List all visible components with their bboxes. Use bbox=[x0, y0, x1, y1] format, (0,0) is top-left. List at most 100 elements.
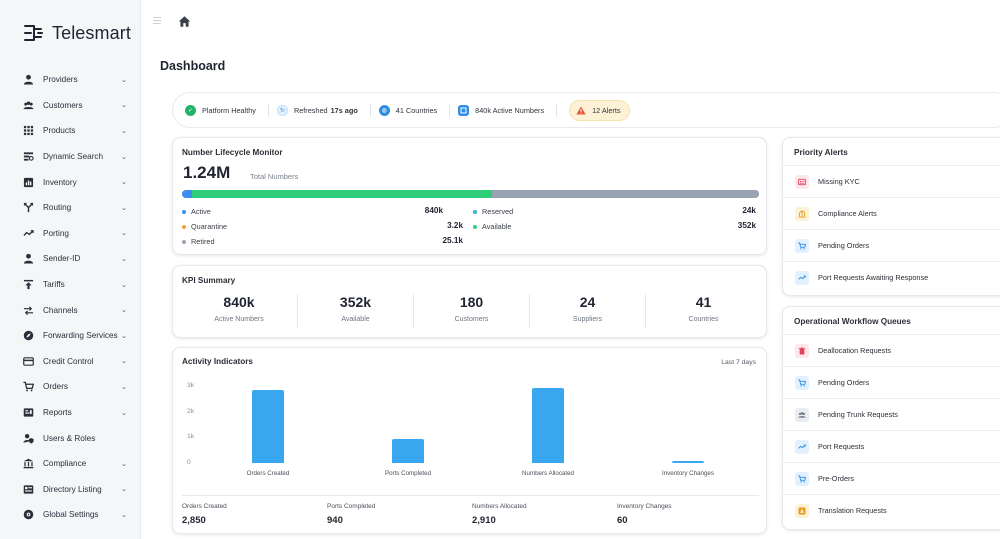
footer-stat-label: Ports Completed bbox=[327, 503, 376, 510]
priority-alerts-title: Priority Alerts bbox=[794, 148, 848, 157]
chevron-down-icon[interactable]: ⌄ bbox=[121, 511, 127, 519]
list-item-pre-orders[interactable]: Pre-Orders bbox=[783, 462, 1000, 494]
lifecycle-segment-retired bbox=[491, 190, 759, 198]
chevron-down-icon[interactable]: ⌄ bbox=[121, 230, 127, 238]
sidebar-item-global-settings[interactable]: Global Settings ⌄ bbox=[0, 502, 140, 528]
kpi-suppliers[interactable]: 24 Suppliers bbox=[529, 294, 645, 328]
telesmart-logo-icon bbox=[24, 25, 43, 41]
sidebar-item-customers[interactable]: Customers ⌄ bbox=[0, 93, 140, 119]
list-item-missing-kyc[interactable]: Missing KYC bbox=[783, 165, 1000, 197]
bar-numbers-allocated[interactable] bbox=[532, 388, 564, 463]
list-item-pending-orders[interactable]: Pending Orders bbox=[783, 229, 1000, 261]
kpi-countries[interactable]: 41 Countries bbox=[645, 294, 761, 328]
list-item-port-requests[interactable]: Port Requests bbox=[783, 430, 1000, 462]
chevron-down-icon[interactable]: ⌄ bbox=[121, 102, 127, 110]
routing-icon bbox=[22, 202, 34, 214]
compass-icon bbox=[22, 330, 34, 342]
list-item-compliance-alerts[interactable]: Compliance Alerts bbox=[783, 197, 1000, 229]
chevron-down-icon[interactable]: ⌄ bbox=[121, 460, 127, 468]
refresh-chip[interactable]: ↻ Refreshed 17s ago bbox=[273, 100, 366, 121]
kpi-available[interactable]: 352k Available bbox=[297, 294, 413, 328]
home-icon[interactable] bbox=[178, 15, 191, 28]
lifecycle-title: Number Lifecycle Monitor bbox=[182, 148, 283, 157]
chevron-down-icon[interactable]: ⌄ bbox=[121, 204, 127, 212]
x-tick-label: Ports Completed bbox=[384, 470, 432, 477]
sidebar-item-forwarding-services[interactable]: Forwarding Services ⌄ bbox=[0, 323, 140, 349]
list-item-label: Pre-Orders bbox=[818, 474, 855, 483]
svg-text:A: A bbox=[800, 508, 804, 514]
bar-orders-created[interactable] bbox=[252, 389, 284, 463]
sidebar-item-inventory[interactable]: Inventory ⌄ bbox=[0, 169, 140, 195]
divider bbox=[267, 103, 269, 117]
sidebar-item-providers[interactable]: Providers ⌄ bbox=[0, 67, 140, 93]
sidebar-item-reports[interactable]: Reports ⌄ bbox=[0, 400, 140, 426]
kpi-label: Customers bbox=[454, 316, 489, 323]
list-item-pending-trunk-requests[interactable]: Pending Trunk Requests bbox=[783, 398, 1000, 430]
sidebar-item-dynamic-search[interactable]: Dynamic Search ⌄ bbox=[0, 144, 140, 170]
divider bbox=[556, 103, 558, 117]
kpi-value: 41 bbox=[695, 294, 712, 310]
chevron-down-icon[interactable]: ⌄ bbox=[121, 409, 127, 417]
active-numbers-chip[interactable]: 840k Active Numbers bbox=[454, 100, 552, 121]
upload-icon bbox=[22, 279, 34, 291]
sidebar-item-directory-listing[interactable]: Directory Listing ⌄ bbox=[0, 477, 140, 503]
list-item-label: Deallocation Requests bbox=[818, 346, 892, 355]
activity-period[interactable]: Last 7 days bbox=[721, 359, 756, 366]
sidebar-item-products[interactable]: Products ⌄ bbox=[0, 118, 140, 144]
y-tick-label: 3k bbox=[187, 382, 195, 389]
chevron-down-icon[interactable]: ⌄ bbox=[121, 127, 127, 135]
sidebar-item-orders[interactable]: Orders ⌄ bbox=[0, 374, 140, 400]
list-item-label: Pending Orders bbox=[818, 241, 870, 250]
brand[interactable]: Telesmart bbox=[0, 0, 140, 66]
footer-stat-value: 2,910 bbox=[472, 515, 496, 526]
chevron-down-icon[interactable]: ⌄ bbox=[121, 307, 127, 315]
kpi-label: Available bbox=[341, 316, 370, 323]
chevron-down-icon[interactable]: ⌄ bbox=[121, 153, 127, 161]
chevron-down-icon[interactable]: ⌄ bbox=[121, 486, 127, 494]
sidebar-item-users-roles[interactable]: Users & Roles bbox=[0, 425, 140, 451]
list-item-deallocation-requests[interactable]: Deallocation Requests bbox=[783, 334, 1000, 366]
sidebar-item-label: Compliance bbox=[43, 459, 87, 469]
lifecycle-total: 1.24M bbox=[183, 163, 231, 182]
list-item-translation-requests[interactable]: A Translation Requests bbox=[783, 494, 1000, 526]
sidebar-item-porting[interactable]: Porting ⌄ bbox=[0, 221, 140, 247]
sidebar-item-sender-id[interactable]: Sender-ID ⌄ bbox=[0, 246, 140, 272]
chevron-down-icon[interactable]: ⌄ bbox=[121, 281, 127, 289]
directory-icon bbox=[22, 483, 34, 495]
list-item-label: Port Requests bbox=[818, 442, 865, 451]
list-item-label: Compliance Alerts bbox=[818, 209, 877, 218]
countries-chip[interactable]: ◍ 41 Countries bbox=[375, 100, 445, 121]
alerts-chip[interactable]: 12 Alerts bbox=[569, 99, 630, 121]
sidebar-item-tariffs[interactable]: Tariffs ⌄ bbox=[0, 272, 140, 298]
chevron-down-icon[interactable]: ⌄ bbox=[121, 358, 127, 366]
platform-status-text: Platform Healthy bbox=[202, 105, 256, 115]
chevron-down-icon[interactable]: ⌄ bbox=[121, 179, 127, 187]
kpi-customers[interactable]: 180 Customers bbox=[413, 294, 529, 328]
kpi-card: KPI Summary 840k Active Numbers 352k Availa… bbox=[172, 265, 767, 338]
sidebar-item-compliance[interactable]: Compliance ⌄ bbox=[0, 451, 140, 477]
legend-label: Quarantine bbox=[191, 222, 228, 231]
kpi-active-numbers[interactable]: 840k Active Numbers bbox=[181, 294, 297, 328]
bar-ports-completed[interactable] bbox=[392, 438, 424, 463]
x-tick-label: Orders Created bbox=[246, 470, 290, 477]
globe-icon: ◍ bbox=[378, 104, 390, 116]
sidebar-item-credit-control[interactable]: Credit Control ⌄ bbox=[0, 349, 140, 375]
menu-toggle-icon[interactable] bbox=[153, 17, 161, 25]
chevron-down-icon[interactable]: ⌄ bbox=[121, 76, 127, 84]
refresh-icon: ↻ bbox=[276, 104, 288, 116]
platform-status-chip[interactable]: ✓ Platform Healthy bbox=[181, 100, 264, 121]
list-item-pending-orders[interactable]: Pending Orders bbox=[783, 366, 1000, 398]
chevron-down-icon[interactable]: ⌄ bbox=[121, 255, 127, 263]
sidebar-item-routing[interactable]: Routing ⌄ bbox=[0, 195, 140, 221]
chevron-down-icon[interactable]: ⌄ bbox=[121, 332, 127, 340]
person-icon bbox=[22, 74, 34, 86]
cart-icon bbox=[22, 381, 34, 393]
sidebar-item-channels[interactable]: Channels ⌄ bbox=[0, 297, 140, 323]
sidebar-item-label: Credit Control bbox=[43, 356, 94, 366]
bar-inventory-changes[interactable] bbox=[672, 461, 704, 463]
legend-dot bbox=[182, 209, 186, 214]
list-item-port-requests-awaiting-response[interactable]: Port Requests Awaiting Response bbox=[783, 261, 1000, 293]
chevron-down-icon[interactable]: ⌄ bbox=[121, 383, 127, 391]
list-item-label: Translation Requests bbox=[818, 506, 887, 515]
search-list-icon bbox=[22, 151, 34, 163]
